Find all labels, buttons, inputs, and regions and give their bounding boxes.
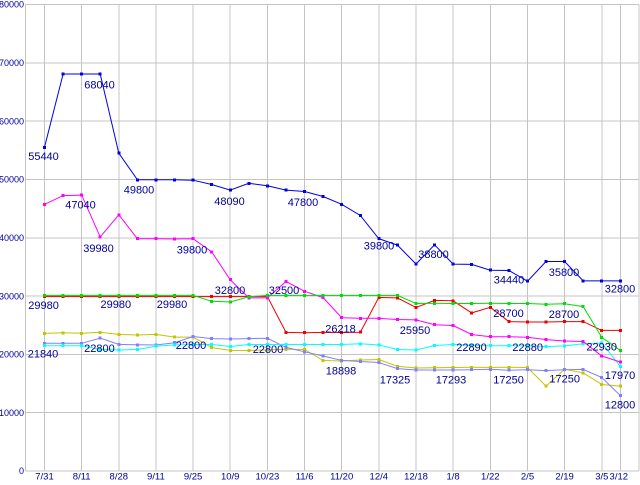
svg-text:22800: 22800	[84, 343, 115, 355]
svg-text:50000: 50000	[0, 175, 24, 185]
svg-text:32800: 32800	[605, 284, 636, 296]
svg-text:22880: 22880	[512, 342, 543, 354]
svg-text:40000: 40000	[0, 233, 24, 243]
svg-text:29980: 29980	[28, 300, 59, 312]
svg-text:0: 0	[19, 466, 24, 476]
svg-text:32500: 32500	[269, 285, 300, 297]
svg-text:32800: 32800	[215, 285, 246, 297]
svg-text:55440: 55440	[28, 151, 59, 163]
svg-text:20000: 20000	[0, 350, 24, 360]
svg-text:3/12: 3/12	[610, 471, 629, 480]
svg-text:12800: 12800	[605, 400, 636, 412]
svg-text:8/11: 8/11	[73, 471, 91, 480]
svg-text:10000: 10000	[0, 408, 24, 418]
svg-text:22800: 22800	[253, 344, 284, 356]
svg-text:28700: 28700	[549, 309, 580, 321]
svg-text:30000: 30000	[0, 291, 24, 301]
svg-text:47800: 47800	[288, 197, 319, 209]
svg-text:25950: 25950	[400, 325, 431, 337]
svg-text:12/18: 12/18	[404, 471, 428, 480]
svg-text:39800: 39800	[177, 244, 208, 256]
svg-text:60000: 60000	[0, 116, 24, 126]
svg-text:12/4: 12/4	[370, 471, 389, 480]
svg-text:47040: 47040	[65, 199, 96, 211]
svg-text:1/22: 1/22	[481, 471, 500, 480]
svg-text:9/11: 9/11	[147, 471, 165, 480]
svg-text:17250: 17250	[493, 374, 524, 386]
svg-text:39800: 39800	[364, 241, 395, 253]
svg-text:2/19: 2/19	[555, 471, 574, 480]
svg-text:9/25: 9/25	[184, 471, 203, 480]
svg-text:49800: 49800	[124, 185, 155, 197]
svg-text:10/9: 10/9	[221, 471, 240, 480]
svg-text:11/6: 11/6	[296, 471, 314, 480]
svg-text:22930: 22930	[586, 342, 617, 354]
svg-text:38800: 38800	[418, 249, 449, 261]
svg-text:17325: 17325	[380, 375, 411, 387]
svg-text:28700: 28700	[493, 308, 524, 320]
svg-text:48090: 48090	[214, 196, 245, 208]
svg-text:22890: 22890	[456, 342, 487, 354]
svg-text:29980: 29980	[157, 299, 188, 311]
svg-text:29980: 29980	[101, 299, 132, 311]
svg-text:22800: 22800	[176, 340, 207, 352]
svg-text:68040: 68040	[84, 80, 115, 92]
svg-text:1/8: 1/8	[446, 471, 459, 480]
svg-text:70000: 70000	[0, 58, 24, 68]
svg-text:21840: 21840	[28, 349, 59, 361]
svg-text:8/28: 8/28	[110, 471, 129, 480]
svg-text:35800: 35800	[549, 267, 580, 279]
svg-text:80000: 80000	[0, 0, 24, 10]
svg-text:11/20: 11/20	[330, 471, 353, 480]
svg-text:3/5: 3/5	[595, 471, 608, 480]
svg-text:34440: 34440	[494, 275, 525, 287]
svg-text:7/31: 7/31	[35, 471, 54, 480]
svg-text:17293: 17293	[436, 375, 467, 387]
svg-text:18898: 18898	[326, 366, 357, 378]
svg-text:2/5: 2/5	[521, 471, 534, 480]
svg-text:26218: 26218	[325, 324, 356, 336]
svg-text:17250: 17250	[549, 373, 580, 385]
svg-text:39980: 39980	[83, 243, 114, 255]
svg-text:17970: 17970	[605, 370, 636, 382]
svg-text:10/23: 10/23	[256, 471, 280, 480]
